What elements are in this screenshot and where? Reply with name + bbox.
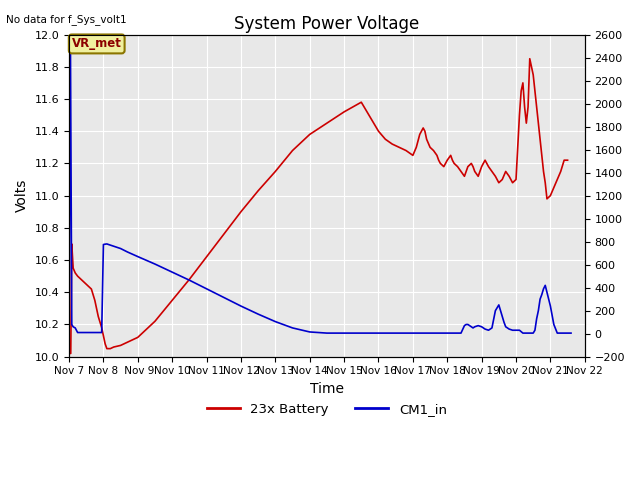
Title: System Power Voltage: System Power Voltage — [234, 15, 420, 33]
Legend: 23x Battery, CM1_in: 23x Battery, CM1_in — [202, 397, 452, 421]
X-axis label: Time: Time — [310, 382, 344, 396]
Text: VR_met: VR_met — [72, 37, 122, 50]
Y-axis label: Volts: Volts — [15, 179, 29, 212]
Text: No data for f_Sys_volt1: No data for f_Sys_volt1 — [6, 14, 127, 25]
